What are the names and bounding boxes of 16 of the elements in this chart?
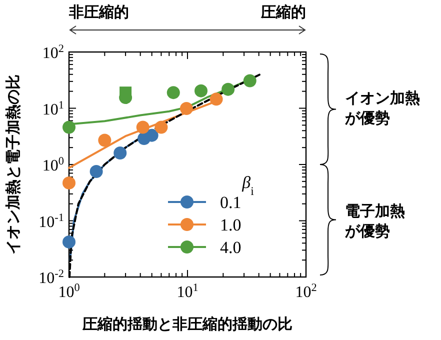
- legend-label: 1.0: [220, 216, 242, 234]
- y-tick-label: 10$^{0}$: [42, 156, 64, 174]
- x-tick-label: 10$^{1}$: [176, 282, 198, 301]
- y-tick-label: 10$^{-1}$: [38, 212, 64, 231]
- y-axis-title: イオン加熱と電子加熱の比: [4, 74, 22, 254]
- text: イオン加熱が優勢: [344, 89, 420, 127]
- text: 非圧縮的: [68, 3, 129, 21]
- y-tick-label: 10$^{2}$: [42, 43, 64, 62]
- text: 圧縮的: [260, 3, 306, 21]
- legend-label: 4.0: [220, 238, 242, 257]
- legend-label: 0.1: [220, 193, 242, 212]
- text: 電子加熱が優勢: [344, 202, 405, 240]
- y-tick-label: 10$^{1}$: [42, 99, 64, 118]
- x-tick-label: 10$^{2}$: [295, 282, 317, 301]
- x-axis-title: 圧縮的揺動と非圧縮的揺動の比: [82, 315, 292, 333]
- legend-title: β$_{i}$: [241, 173, 255, 198]
